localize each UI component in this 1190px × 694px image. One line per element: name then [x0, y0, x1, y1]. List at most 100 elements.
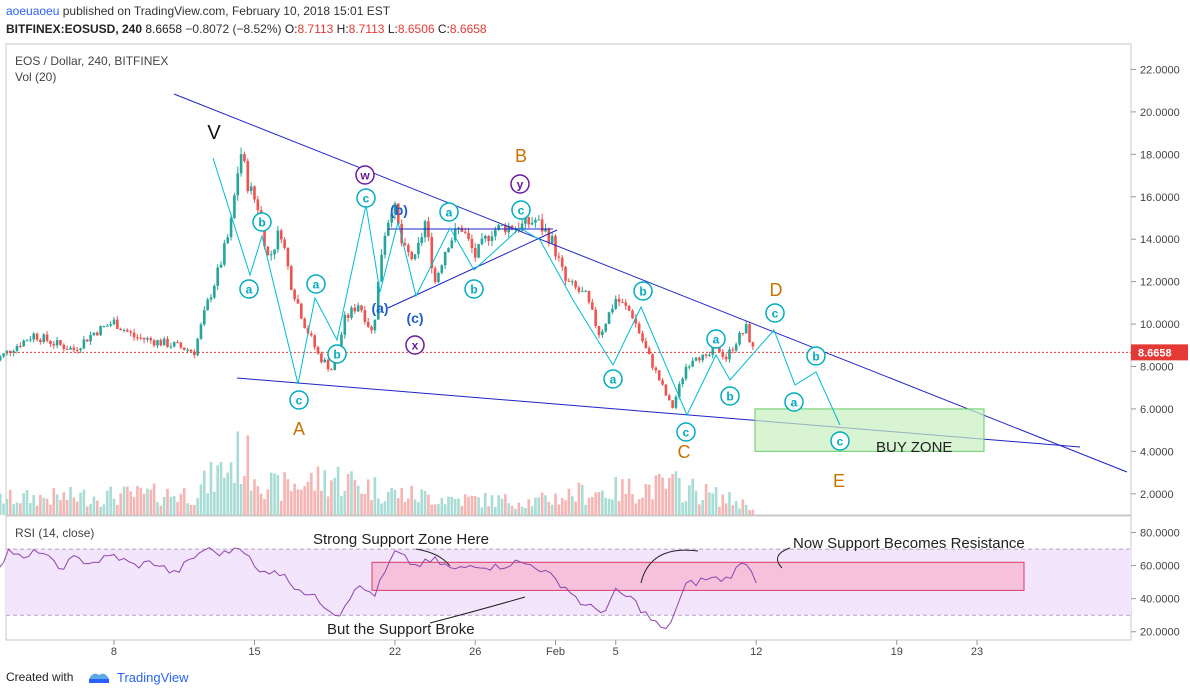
volume-bar: [473, 496, 477, 515]
wave-b-2-label: b: [333, 348, 340, 362]
volume-bar: [85, 506, 89, 515]
candle-body: [684, 366, 688, 379]
candle-body: [273, 249, 276, 255]
wave-y-ring: [510, 174, 530, 194]
candle-body: [437, 272, 440, 283]
volume-bar: [634, 503, 638, 515]
subwave-b: (b): [390, 202, 408, 218]
x-tick-label: 22: [389, 646, 401, 658]
volume-bar: [286, 479, 290, 515]
volume-bar: [29, 503, 32, 515]
wave-c-4-ring: [676, 422, 696, 442]
candle-body: [657, 370, 661, 381]
candle-body: [182, 347, 186, 351]
candle-body: [413, 254, 417, 260]
candle-body: [397, 203, 400, 224]
volume-bar: [731, 505, 735, 515]
wave-a-5-ring: [706, 329, 726, 349]
author-link[interactable]: aoeuaoeu: [6, 4, 60, 18]
volume-bar: [129, 491, 133, 515]
last-price: 8.6658: [145, 22, 183, 36]
volume-bar: [132, 497, 136, 515]
candle-body: [494, 229, 497, 237]
candle-body: [343, 314, 347, 335]
volume-bar: [52, 488, 56, 515]
candle-body: [664, 384, 668, 396]
candle-body: [731, 349, 735, 351]
candle-body: [477, 244, 480, 258]
candle-body: [611, 308, 614, 313]
volume-bar: [106, 490, 109, 515]
volume-bar: [407, 498, 410, 515]
volume-bar: [65, 499, 69, 515]
candle-body: [69, 347, 72, 350]
candle-body: [721, 351, 725, 357]
candle-body: [216, 267, 219, 286]
candle-body: [333, 360, 337, 371]
rsi-layer: Strong Support Zone Here But the Support …: [0, 531, 1131, 638]
chart-canvas[interactable]: 2.0000 4.0000 6.0000 8.0000 10.0000 12.0000 14…: [0, 0, 1190, 662]
candle-body: [644, 341, 648, 349]
candle-body: [370, 326, 373, 331]
candle-body: [691, 360, 694, 367]
candle-body: [116, 319, 119, 329]
candle-body: [102, 325, 106, 327]
x-axis: 8 15 22 26 Feb 5 12 19 23: [111, 640, 983, 658]
candle-body: [8, 350, 12, 353]
candle-body: [704, 354, 708, 356]
volume-bar: [89, 503, 92, 515]
volume-bar: [229, 462, 233, 515]
candle-body: [263, 220, 266, 247]
rsi-arrow-support: [415, 548, 451, 567]
candle-body: [410, 252, 413, 260]
volume-bar: [336, 466, 340, 515]
volume-bar: [744, 504, 748, 515]
volume-bar: [136, 485, 139, 515]
candle-body: [530, 222, 534, 225]
volume-bar: [734, 500, 738, 515]
volume-bar: [624, 493, 628, 515]
volume-bar: [470, 495, 474, 515]
volume-bar: [457, 498, 460, 515]
candle-body: [473, 248, 477, 258]
volume-bar: [420, 489, 424, 515]
candle-body: [694, 357, 698, 361]
volume-bar: [607, 498, 611, 515]
candle-body: [289, 266, 293, 290]
candle-body: [192, 351, 196, 356]
volume-bar: [333, 477, 337, 515]
volume-bar: [570, 496, 574, 515]
candle-body: [189, 349, 193, 352]
volume-bar: [547, 501, 551, 515]
candle-body: [457, 227, 460, 229]
volume-bar: [253, 479, 256, 515]
volume-bar: [510, 505, 514, 515]
volume-bar: [219, 461, 223, 515]
price-tick-label: 20.0000: [1140, 107, 1180, 119]
candle-body: [500, 224, 504, 226]
volume-bar: [62, 492, 66, 515]
candle-body: [2, 353, 5, 357]
volume-bar: [684, 501, 688, 515]
volume-bar: [540, 492, 544, 515]
price-tick-label: 4.0000: [1140, 446, 1174, 458]
candle-body: [172, 342, 176, 347]
candle-body: [72, 347, 76, 350]
volume-bar: [116, 505, 119, 515]
candle-body: [417, 242, 420, 255]
candle-body: [550, 235, 554, 244]
candle-body: [139, 337, 143, 339]
candle-body: [567, 280, 571, 282]
volume-bar: [8, 489, 12, 515]
volume-bar: [467, 496, 470, 515]
candle-body: [59, 340, 62, 345]
tradingview-link[interactable]: TradingView: [117, 670, 189, 685]
wave-c-1-label: c: [296, 394, 303, 408]
volume-bar: [126, 486, 129, 515]
volume-bar: [714, 487, 718, 515]
volume-bar: [289, 491, 293, 515]
wave-a-6-ring: [784, 392, 804, 412]
volume-bar: [320, 490, 323, 515]
candle-body: [356, 305, 360, 312]
volume-bar: [751, 509, 755, 515]
